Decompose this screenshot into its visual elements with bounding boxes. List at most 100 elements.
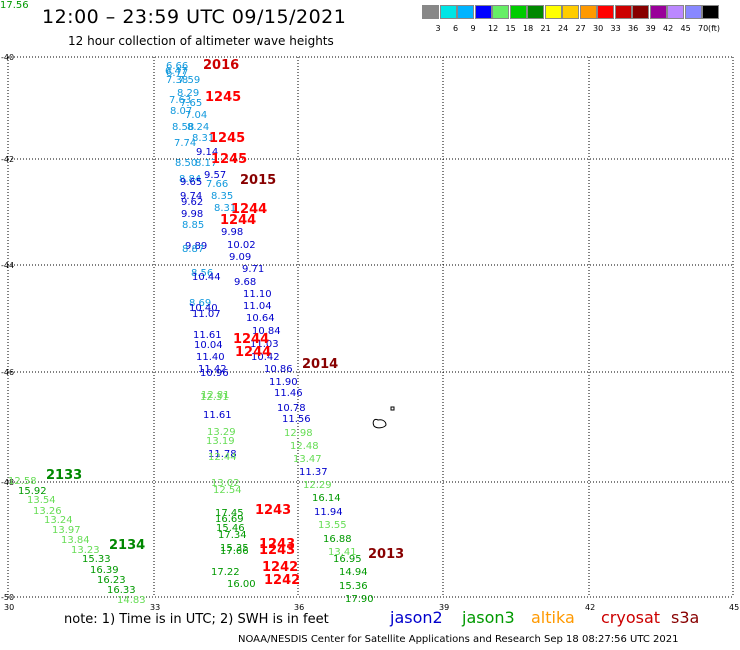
scale-label: 33 xyxy=(610,24,621,33)
swh-value: 11.04 xyxy=(243,301,272,312)
scale-swatch xyxy=(632,5,650,19)
pass-time-label: 1244 xyxy=(233,332,269,347)
swh-value: 8.17 xyxy=(195,158,217,169)
scale-swatch xyxy=(684,5,703,19)
swh-value: 7.65 xyxy=(180,98,202,109)
swh-value: 12.98 xyxy=(284,428,313,439)
swh-value: 16.39 xyxy=(90,565,119,576)
swh-value: 14.94 xyxy=(339,567,368,578)
scale-swatch xyxy=(439,5,458,19)
swh-value: 10.78 xyxy=(277,403,306,414)
scale-label: 36 xyxy=(628,24,639,33)
lon-label: 39 xyxy=(439,603,449,612)
swh-value: 8.87 xyxy=(182,244,204,255)
scale-label: 18 xyxy=(523,24,534,33)
swh-value: 17.90 xyxy=(345,594,374,605)
scale-label: 21 xyxy=(540,24,551,33)
scale-label: 24 xyxy=(558,24,569,33)
swh-value: 9.98 xyxy=(181,209,203,220)
swh-value: 11.07 xyxy=(192,309,221,320)
swh-value: 13.47 xyxy=(293,454,322,465)
swh-value: 13.29 xyxy=(207,427,236,438)
scale-label: 9 xyxy=(470,24,476,33)
swh-value: 16.23 xyxy=(97,575,126,586)
legend-jason2: jason2 xyxy=(390,608,443,627)
legend-altika: altika xyxy=(531,608,575,627)
swh-value: 8.69 xyxy=(189,298,211,309)
scale-swatch xyxy=(544,5,563,19)
islet-marker xyxy=(390,406,395,411)
pass-time-label: 1245 xyxy=(205,90,241,105)
swh-value: 13.19 xyxy=(206,436,235,447)
swh-value: 14.83 xyxy=(117,595,146,606)
swh-value: 16.14 xyxy=(312,493,341,504)
swh-value: 13.55 xyxy=(318,520,347,531)
color-scale-legend: 3 6 9 12 15 18 21 24 27 30 33 36 39 42 45 70 (ft) xyxy=(422,5,720,33)
pass-time-label: 1245 xyxy=(211,152,247,167)
swh-value: 11.78 xyxy=(208,449,237,460)
swh-value: 8.31 xyxy=(192,133,214,144)
swh-value: 15.36 xyxy=(339,581,368,592)
swh-value: 15.35 xyxy=(220,543,249,554)
swh-value: 7.04 xyxy=(185,110,207,121)
swh-value: 15.46 xyxy=(216,523,245,534)
footer-credit: NOAA/NESDIS Center for Satellite Applica… xyxy=(238,634,679,645)
scale-label: 3 xyxy=(435,24,441,33)
swh-value: 11.46 xyxy=(274,388,303,399)
swh-value: 6.47 xyxy=(165,66,187,77)
pass-time-label: 2133 xyxy=(46,468,82,483)
swh-value: 12.44 xyxy=(208,452,237,463)
lat-lon-grid xyxy=(7,56,734,598)
swh-value: 15.33 xyxy=(82,554,111,565)
lat-label: -40 xyxy=(1,53,14,62)
swh-value: 17.45 xyxy=(215,508,244,519)
island-outline xyxy=(372,419,387,429)
swh-value: 8.56 xyxy=(191,268,213,279)
scale-swatch xyxy=(457,5,475,19)
swh-value: 9.09 xyxy=(229,252,251,263)
swh-value: 9.71 xyxy=(242,264,264,275)
swh-value: 7.63 xyxy=(169,95,191,106)
swh-value: 11.61 xyxy=(193,330,222,341)
swh-value: 9.98 xyxy=(221,227,243,238)
swh-value: 13.84 xyxy=(61,535,90,546)
swh-value: 11.40 xyxy=(196,352,225,363)
swh-value: 10.04 xyxy=(194,340,223,351)
scale-label: 45 xyxy=(680,24,691,33)
scale-swatch xyxy=(579,5,598,19)
pass-time-label: 2015 xyxy=(240,173,276,188)
scale-label: 42 xyxy=(663,24,674,33)
swh-value: 16.33 xyxy=(107,585,136,596)
swh-value: 13.97 xyxy=(52,525,81,536)
swh-value: 16.69 xyxy=(215,514,244,525)
pass-time-label: 1243 xyxy=(255,503,291,518)
swh-value: 10.42 xyxy=(251,352,280,363)
swh-value: 13.02 xyxy=(211,478,240,489)
swh-value: 12.48 xyxy=(290,441,319,452)
scale-swatch xyxy=(614,5,633,19)
swh-value: 10.64 xyxy=(246,313,275,324)
swh-value: 16.95 xyxy=(333,554,362,565)
scale-label: 39 xyxy=(645,24,656,33)
swh-value: 10.44 xyxy=(192,272,221,283)
swh-value: 9.74 xyxy=(180,191,202,202)
scale-swatch xyxy=(702,5,720,19)
swh-value: 8.58 xyxy=(172,122,194,133)
legend-cryosat: cryosat xyxy=(601,608,661,627)
swh-value: 9.14 xyxy=(196,147,218,158)
swh-value: 6.66 xyxy=(166,61,188,72)
swh-values: 6.666.476.777.387.59 8.297.637.658.077.04… xyxy=(0,0,374,606)
swh-value: 9.89 xyxy=(185,241,207,252)
pass-time-label: 2016 xyxy=(203,58,239,73)
swh-value: 17.56 xyxy=(0,0,29,11)
pass-time-label: 1244 xyxy=(235,345,271,360)
swh-value: 12.31 xyxy=(200,392,229,403)
swh-value: 16.88 xyxy=(323,534,352,545)
pass-time-label: 1244 xyxy=(220,213,256,228)
pass-time-label: 1244 xyxy=(231,202,267,217)
swh-value: 17.34 xyxy=(218,530,247,541)
pass-time-label: 1245 xyxy=(209,131,245,146)
swh-value: 10.84 xyxy=(252,326,281,337)
map-subtitle: 12 hour collection of altimeter wave hei… xyxy=(68,34,334,48)
lon-label: 33 xyxy=(150,603,160,612)
